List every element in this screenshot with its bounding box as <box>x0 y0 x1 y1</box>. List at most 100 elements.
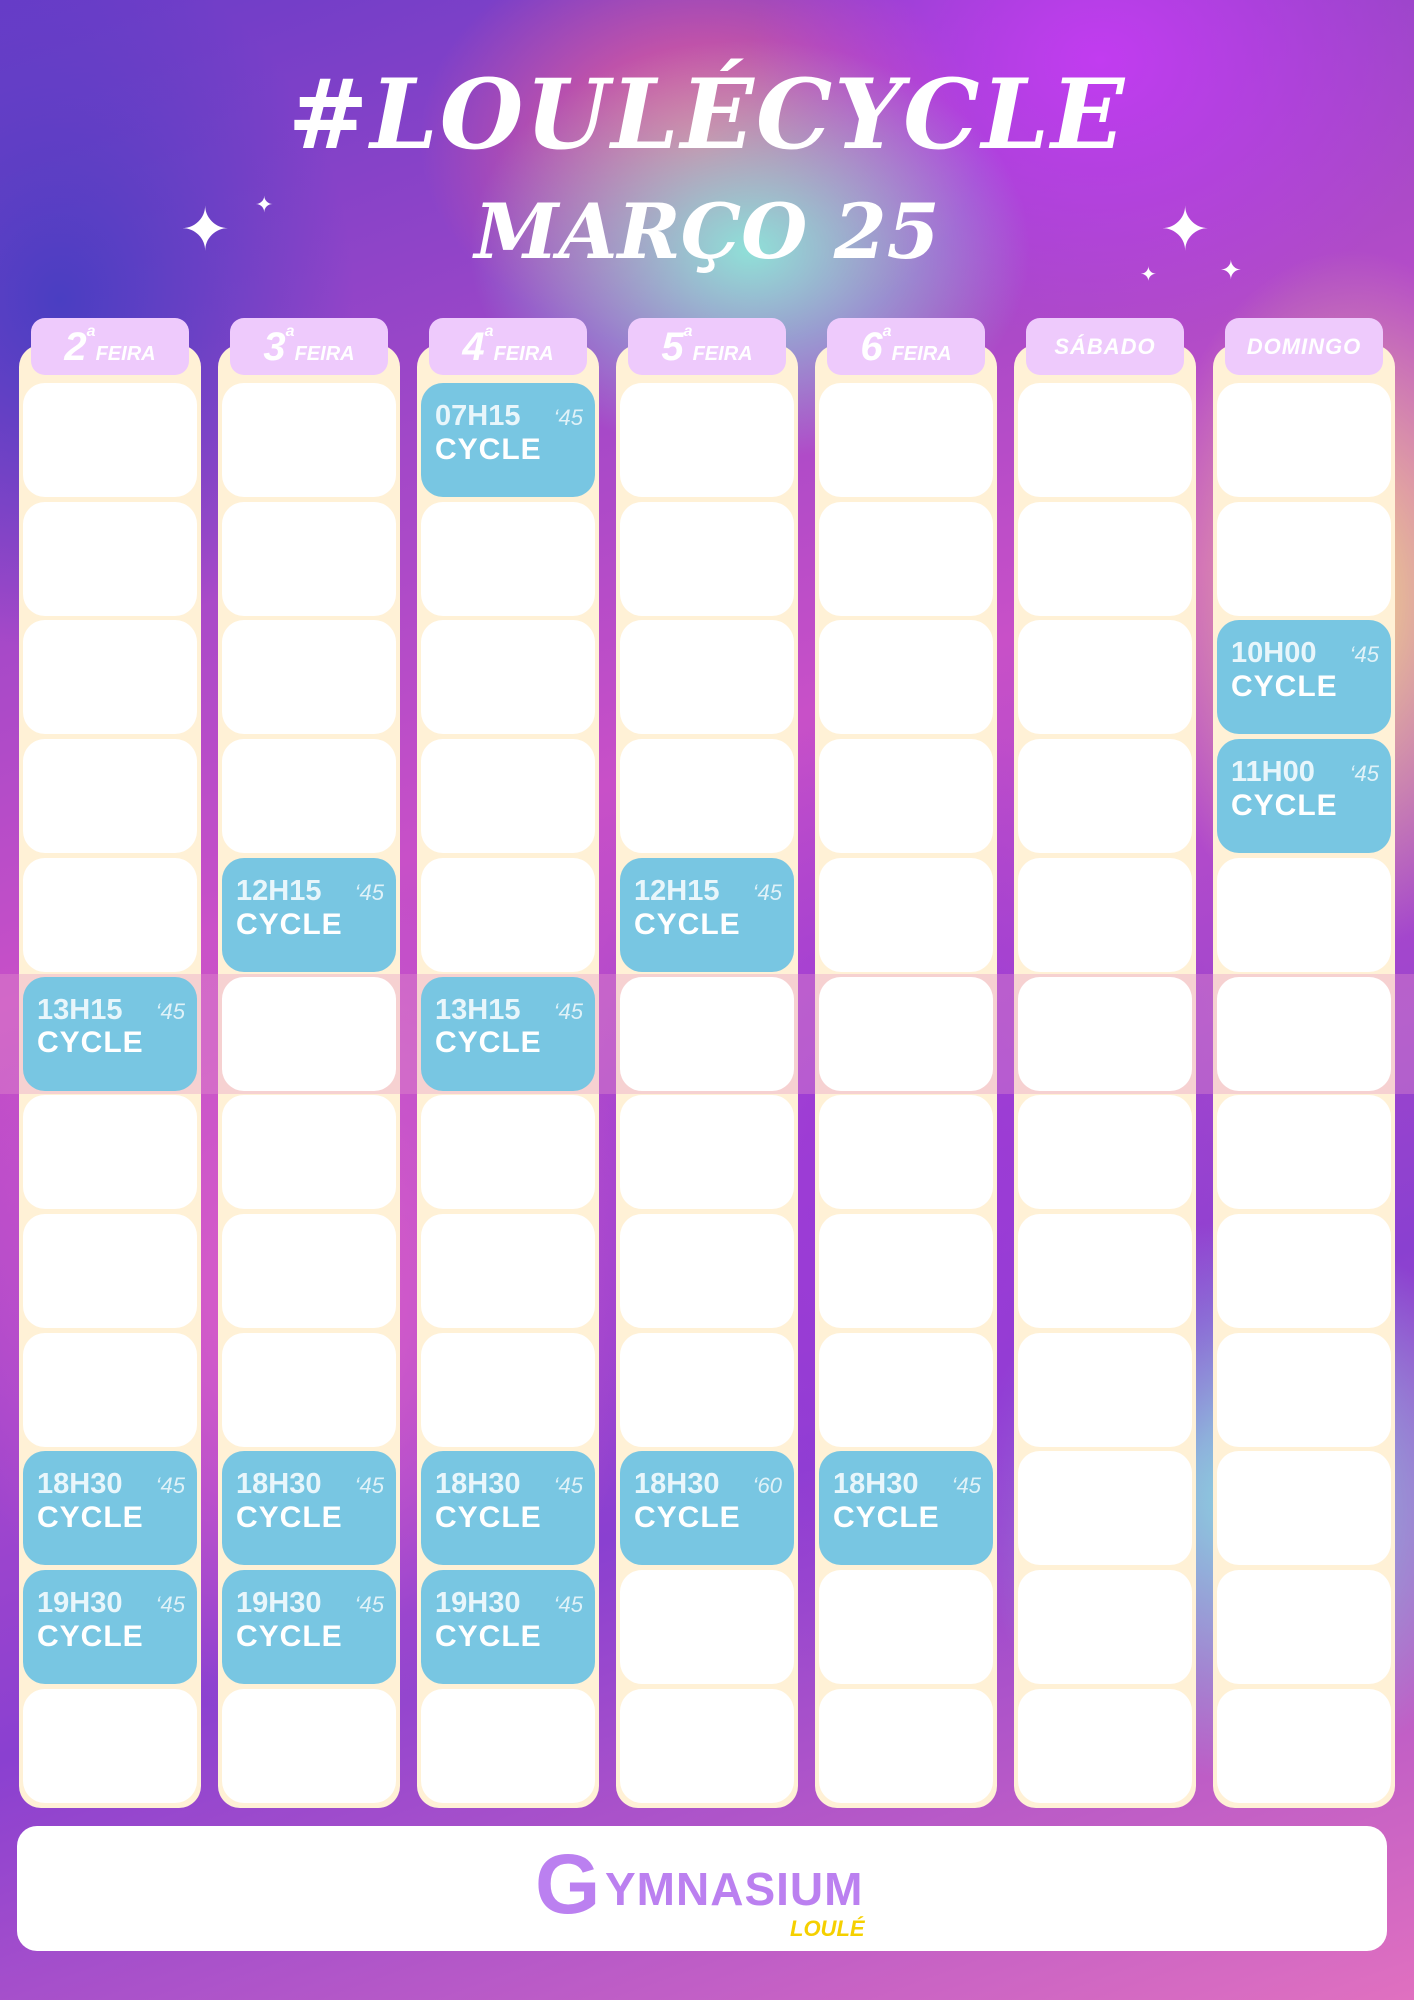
class-slot[interactable]: 18H30 ‘45 CYCLE <box>222 1451 396 1566</box>
empty-slot <box>23 501 197 616</box>
empty-slot <box>620 1570 794 1684</box>
day-number: 2 <box>64 324 87 369</box>
class-duration: ‘45 <box>354 1473 384 1499</box>
day-word: FEIRA <box>692 342 753 365</box>
class-slot[interactable]: 13H15 ‘45 CYCLE <box>421 976 595 1091</box>
class-duration: ‘45 <box>553 998 583 1024</box>
class-slot[interactable]: 19H30 ‘45 CYCLE <box>222 1570 396 1684</box>
class-header-row: 13H15 ‘45 <box>435 994 583 1027</box>
class-header-row: 11H00 ‘45 <box>1231 756 1379 789</box>
empty-slot <box>819 1095 993 1210</box>
empty-slot <box>1217 1451 1391 1566</box>
day-ordinal: a <box>484 323 494 340</box>
class-name: CYCLE <box>634 1501 741 1535</box>
empty-slot <box>222 501 396 616</box>
day-header: 6 a FEIRA <box>827 318 985 375</box>
empty-slot <box>1018 1688 1192 1803</box>
empty-slot <box>1018 1213 1192 1328</box>
day-ordinal: a <box>882 323 892 340</box>
empty-slot <box>23 1095 197 1210</box>
class-slot[interactable]: 18H30 ‘60 CYCLE <box>620 1451 794 1566</box>
poster-subtitle: MARÇO 25 <box>474 187 940 276</box>
empty-slot <box>1217 501 1391 616</box>
class-time: 13H15 <box>37 993 123 1026</box>
empty-slot <box>421 501 595 616</box>
class-slot[interactable]: 12H15 ‘45 CYCLE <box>222 857 396 972</box>
empty-slot <box>819 1688 993 1803</box>
empty-slot <box>421 1095 595 1210</box>
class-time: 19H30 <box>236 1587 322 1619</box>
class-name: CYCLE <box>1231 788 1338 822</box>
class-slot[interactable]: 10H00 ‘45 CYCLE <box>1217 620 1391 735</box>
day-word: FEIRA <box>493 342 554 365</box>
class-time: 12H15 <box>634 874 720 907</box>
class-time: 18H30 <box>37 1468 123 1501</box>
class-duration: ‘45 <box>354 879 384 905</box>
day-word: FEIRA <box>95 342 156 365</box>
class-slot[interactable]: 19H30 ‘45 CYCLE <box>421 1570 595 1684</box>
empty-slot <box>620 1688 794 1803</box>
empty-slot <box>222 620 396 735</box>
gymnasium-logo: G YMNASIUM LOULÉ <box>535 1836 885 1946</box>
empty-slot <box>1018 501 1192 616</box>
day-header: DOMINGO <box>1225 318 1383 375</box>
class-time: 18H30 <box>833 1468 919 1501</box>
day-word: FEIRA <box>294 342 355 365</box>
empty-slot <box>1217 857 1391 972</box>
class-slot[interactable]: 07H15 ‘45 CYCLE <box>421 383 595 497</box>
empty-slot <box>1018 1570 1192 1684</box>
class-header-row: 10H00 ‘45 <box>1231 637 1379 670</box>
empty-slot <box>1217 1213 1391 1328</box>
empty-slot <box>222 739 396 854</box>
day-number: 6 <box>860 324 883 369</box>
class-duration: ‘45 <box>553 1592 583 1617</box>
empty-slot <box>620 383 794 497</box>
class-header-row: 18H30 ‘45 <box>435 1468 583 1501</box>
empty-slot <box>819 620 993 735</box>
day-ordinal: a <box>86 323 96 340</box>
logo-sub: LOULÉ <box>790 1916 865 1941</box>
empty-slot <box>819 857 993 972</box>
class-time: 18H30 <box>236 1468 322 1501</box>
class-duration: ‘45 <box>752 879 782 905</box>
class-duration: ‘60 <box>752 1473 782 1499</box>
empty-slot <box>620 976 794 1091</box>
day-header: 5 a FEIRA <box>628 318 786 375</box>
empty-slot <box>421 1688 595 1803</box>
class-duration: ‘45 <box>155 998 185 1024</box>
day-number: 4 <box>462 324 485 369</box>
class-slot[interactable]: 18H30 ‘45 CYCLE <box>421 1451 595 1566</box>
empty-slot <box>23 739 197 854</box>
class-header-row: 19H30 ‘45 <box>37 1587 185 1620</box>
empty-slot <box>23 620 197 735</box>
day-number: 5 <box>661 324 684 369</box>
class-name: CYCLE <box>435 1026 542 1060</box>
class-duration: ‘45 <box>354 1592 384 1617</box>
empty-slot <box>819 1332 993 1447</box>
day-ordinal: a <box>683 323 693 340</box>
class-slot[interactable]: 12H15 ‘45 CYCLE <box>620 857 794 972</box>
empty-slot <box>620 501 794 616</box>
empty-slot <box>1018 1095 1192 1210</box>
class-name: CYCLE <box>435 1501 542 1535</box>
class-time: 18H30 <box>435 1468 521 1501</box>
class-slot[interactable]: 19H30 ‘45 CYCLE <box>23 1570 197 1684</box>
empty-slot <box>23 1332 197 1447</box>
day-header: 2 a FEIRA <box>31 318 189 375</box>
empty-slot <box>1217 1688 1391 1803</box>
empty-slot <box>222 1213 396 1328</box>
class-header-row: 12H15 ‘45 <box>634 874 782 908</box>
class-header-row: 19H30 ‘45 <box>236 1587 384 1620</box>
empty-slot <box>1018 620 1192 735</box>
empty-slot <box>421 857 595 972</box>
day-label: SÁBADO <box>1054 333 1156 359</box>
class-header-row: 19H30 ‘45 <box>435 1587 583 1620</box>
class-slot[interactable]: 18H30 ‘45 CYCLE <box>819 1451 993 1566</box>
class-slot[interactable]: 13H15 ‘45 CYCLE <box>23 976 197 1091</box>
class-name: CYCLE <box>435 1619 542 1653</box>
class-slot[interactable]: 11H00 ‘45 CYCLE <box>1217 739 1391 854</box>
empty-slot <box>222 1332 396 1447</box>
class-slot[interactable]: 18H30 ‘45 CYCLE <box>23 1451 197 1566</box>
empty-slot <box>1018 739 1192 854</box>
empty-slot <box>1217 1570 1391 1684</box>
